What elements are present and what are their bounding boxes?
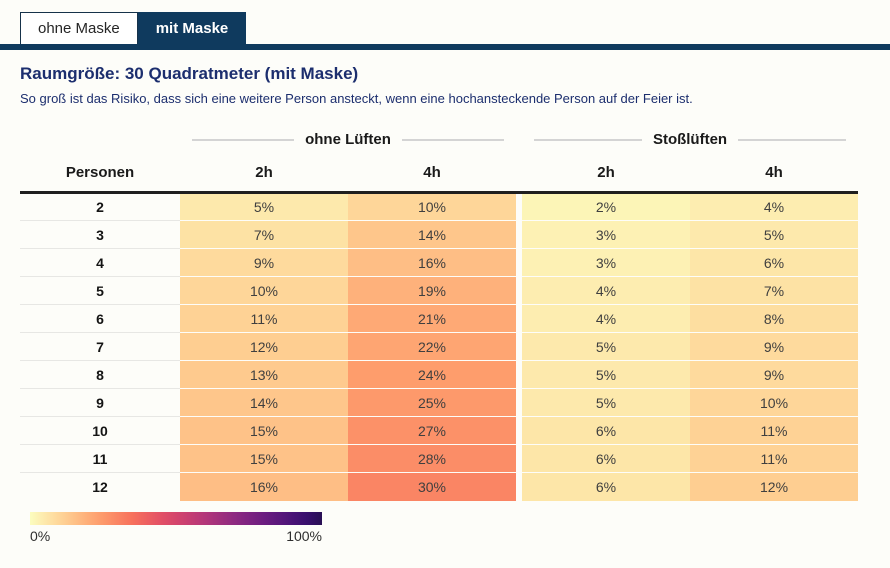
risk-cell: 16%	[348, 248, 517, 277]
risk-cell: 6%	[522, 444, 691, 473]
legend-max-label: 100%	[286, 527, 322, 544]
risk-cell: 21%	[348, 304, 517, 333]
personen-value: 9	[20, 388, 180, 417]
risk-cell: 4%	[522, 276, 691, 305]
table-row: 3 7% 14% 3% 5%	[20, 220, 859, 249]
group-header-spacer	[20, 129, 180, 158]
risk-cell: 14%	[348, 220, 517, 249]
risk-cell: 4%	[522, 304, 691, 333]
col-header-ohne-lueften-4h: 4h	[348, 158, 517, 194]
personen-value: 6	[20, 304, 180, 333]
color-gradient-bar	[30, 511, 322, 525]
risk-cell: 8%	[690, 304, 859, 333]
personen-value: 2	[20, 192, 180, 221]
risk-cell: 9%	[690, 332, 859, 361]
tab-mit-maske[interactable]: mit Maske	[137, 12, 247, 44]
decorative-line	[738, 138, 847, 141]
table-row: 11 15% 28% 6% 11%	[20, 444, 859, 473]
risk-cell: 22%	[348, 332, 517, 361]
col-header-gap	[516, 158, 523, 194]
risk-cell: 15%	[180, 416, 348, 445]
risk-cell: 6%	[522, 416, 691, 445]
page-subtitle: So groß ist das Risiko, dass sich eine w…	[20, 91, 693, 106]
group-header-row: ohne Lüften Stoßlüften	[20, 129, 858, 158]
risk-cell: 12%	[690, 472, 859, 501]
decorative-line	[534, 138, 642, 141]
risk-cell: 14%	[180, 388, 348, 417]
risk-cell: 11%	[690, 444, 859, 473]
risk-cell: 3%	[522, 248, 691, 277]
risk-cell: 6%	[522, 472, 691, 501]
risk-cell: 7%	[180, 220, 348, 249]
column-header-row: Personen 2h 4h 2h 4h	[20, 158, 859, 194]
risk-cell: 28%	[348, 444, 517, 473]
page-title: Raumgröße: 30 Quadratmeter (mit Maske)	[20, 64, 359, 83]
tab-bar: ohne Maske mit Maske	[20, 12, 890, 44]
table-row: 4 9% 16% 3% 6%	[20, 248, 859, 277]
risk-cell: 30%	[348, 472, 517, 501]
table-row: 8 13% 24% 5% 9%	[20, 360, 859, 389]
group-label-ohne-lueften: ohne Lüften	[305, 131, 391, 148]
risk-cell: 6%	[690, 248, 859, 277]
risk-cell: 27%	[348, 416, 517, 445]
col-header-stosslueften-2h: 2h	[522, 158, 691, 194]
col-header-ohne-lueften-2h: 2h	[180, 158, 348, 194]
table-body: 2 5% 10% 2% 4% 3 7% 14% 3% 5% 4 9% 16% 3% 6% 5 10% 19% 4% 7…	[20, 192, 859, 501]
group-header-stosslueften: Stoßlüften	[522, 129, 858, 158]
personen-column-header: Personen	[20, 158, 180, 194]
risk-cell: 12%	[180, 332, 348, 361]
risk-cell: 5%	[522, 332, 691, 361]
table-row: 5 10% 19% 4% 7%	[20, 276, 859, 305]
personen-value: 10	[20, 416, 180, 445]
personen-value: 4	[20, 248, 180, 277]
risk-cell: 10%	[180, 276, 348, 305]
risk-cell: 15%	[180, 444, 348, 473]
risk-cell: 2%	[522, 192, 691, 221]
decorative-line	[192, 138, 295, 141]
risk-cell: 7%	[690, 276, 859, 305]
tab-ohne-maske[interactable]: ohne Maske	[20, 12, 138, 44]
group-label-stosslueften: Stoßlüften	[652, 131, 728, 148]
risk-cell: 24%	[348, 360, 517, 389]
risk-cell: 19%	[348, 276, 517, 305]
table-row: 9 14% 25% 5% 10%	[20, 388, 859, 417]
legend-min-label: 0%	[30, 527, 51, 544]
risk-cell: 11%	[690, 416, 859, 445]
color-legend: 0% 100%	[30, 511, 322, 544]
table-row: 12 16% 30% 6% 12%	[20, 472, 859, 501]
risk-cell: 10%	[348, 192, 517, 221]
personen-value: 3	[20, 220, 180, 249]
col-header-stosslueften-4h: 4h	[690, 158, 859, 194]
risk-cell: 5%	[522, 388, 691, 417]
table-row: 7 12% 22% 5% 9%	[20, 332, 859, 361]
risk-cell: 5%	[690, 220, 859, 249]
risk-cell: 4%	[690, 192, 859, 221]
risk-cell: 10%	[690, 388, 859, 417]
personen-value: 8	[20, 360, 180, 389]
risk-cell: 5%	[522, 360, 691, 389]
personen-value: 12	[92, 478, 108, 495]
tab-bar-underline	[0, 44, 890, 50]
decorative-line	[401, 138, 505, 141]
risk-cell: 5%	[180, 192, 348, 221]
risk-table: ohne Lüften Stoßlüften Personen 2h 4h 2h…	[20, 129, 859, 501]
table-row: 10 15% 27% 6% 11%	[20, 416, 859, 445]
table-row: 2 5% 10% 2% 4%	[20, 192, 859, 221]
personen-value: 7	[20, 332, 180, 361]
risk-cell: 9%	[690, 360, 859, 389]
risk-cell: 11%	[180, 304, 348, 333]
risk-cell: 9%	[180, 248, 348, 277]
personen-value: 11	[20, 444, 180, 473]
personen-value: 5	[20, 276, 180, 305]
risk-cell: 13%	[180, 360, 348, 389]
group-header-ohne-lueften: ohne Lüften	[180, 129, 516, 158]
table-row: 6 11% 21% 4% 8%	[20, 304, 859, 333]
risk-cell: 16%	[180, 472, 348, 501]
risk-cell: 25%	[348, 388, 517, 417]
risk-cell: 3%	[522, 220, 691, 249]
